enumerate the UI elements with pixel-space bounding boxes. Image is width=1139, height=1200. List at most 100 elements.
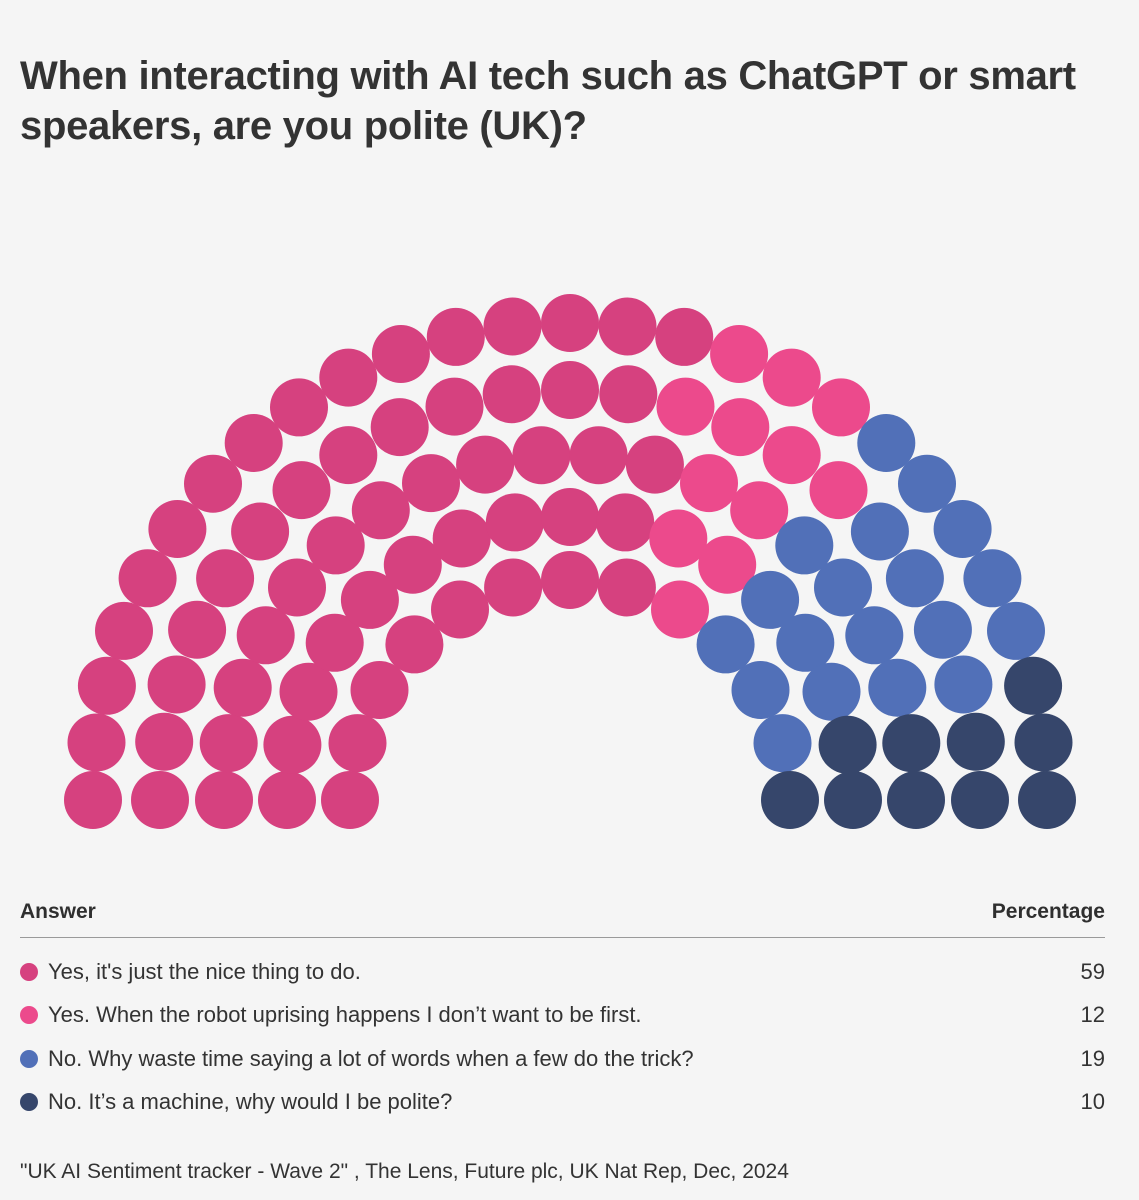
seat-dot [818, 715, 877, 774]
seat-dot [809, 461, 868, 520]
seat-dot [933, 500, 992, 558]
legend-value: 12 [1080, 1002, 1105, 1028]
parliament-chart [64, 294, 1076, 829]
seat-dot [845, 606, 904, 665]
seat-dot [456, 435, 515, 494]
legend-item: Yes. When the robot uprising happens I d… [20, 994, 1105, 1038]
seat-dot [213, 658, 272, 717]
seat-dot [351, 481, 410, 540]
legend-value: 10 [1080, 1089, 1105, 1115]
seat-dot [319, 426, 378, 485]
seat-dot [319, 348, 378, 407]
seat-dot [168, 600, 227, 659]
legend-swatch [20, 962, 38, 981]
legend-item: No. It’s a machine, why would I be polit… [20, 1081, 1105, 1125]
seat-dot [385, 615, 444, 674]
seat-dot [370, 398, 429, 457]
seat-dot [711, 398, 770, 457]
seat-dot [258, 771, 316, 829]
seat-dot [484, 558, 543, 617]
seat-dot [761, 771, 819, 829]
seat-dot [762, 426, 821, 485]
seat-dot [951, 771, 1009, 829]
legend-header: Answer Percentage [20, 900, 1105, 924]
legend-item: Yes, it's just the nice thing to do. 59 [20, 950, 1105, 994]
seat-dot [850, 502, 909, 561]
seat-dot [196, 549, 255, 608]
seat-dot [598, 297, 657, 356]
seat-dot [371, 325, 430, 383]
legend-label: Yes. When the robot uprising happens I d… [48, 1002, 642, 1028]
seat-dot [651, 580, 709, 639]
seat-dot [775, 516, 834, 575]
seat-dot [268, 558, 326, 617]
seat-dot [328, 714, 387, 773]
legend-label: Yes, it's just the nice thing to do. [48, 958, 361, 984]
percentage-column-header: Percentage [991, 900, 1105, 923]
seat-dot [599, 365, 658, 424]
seat-dot [482, 365, 541, 424]
seat-dot [512, 426, 571, 485]
seat-dot [305, 613, 364, 672]
seat-dot [857, 414, 916, 472]
seat-dot [541, 361, 599, 419]
answer-column-header: Answer [20, 900, 96, 923]
seat-dot [135, 712, 194, 771]
legend-list: Yes, it's just the nice thing to do. 59 … [20, 950, 1105, 1124]
seat-dot [731, 661, 790, 719]
seat-dot [597, 558, 656, 617]
seat-dot [753, 714, 812, 773]
seat-dot [934, 655, 993, 714]
seat-dot [350, 661, 409, 719]
seat-dot [306, 516, 365, 575]
seat-dot [824, 771, 882, 829]
legend-swatch [20, 1049, 38, 1068]
legend-value: 59 [1080, 958, 1105, 984]
seat-dot [184, 454, 242, 513]
legend-swatch [20, 1006, 38, 1025]
seat-dot [741, 570, 800, 629]
seat-dot [431, 580, 489, 639]
seat-dot [426, 307, 485, 366]
seat-dot [680, 454, 738, 513]
seat-dot [67, 713, 126, 772]
seat-dot [95, 601, 153, 660]
seat-dot [887, 771, 945, 829]
seat-dot [898, 454, 956, 513]
seat-dot [340, 570, 399, 629]
seat-dot [541, 551, 599, 609]
seat-dot [272, 461, 331, 520]
seat-dot [1004, 656, 1063, 715]
seat-dot [814, 558, 872, 617]
seat-dot [569, 426, 628, 485]
seat-dot [64, 771, 122, 829]
seat-dot [946, 712, 1005, 771]
seat-dot [1014, 713, 1073, 772]
seat-dot [425, 377, 484, 436]
seat-dot [270, 378, 328, 437]
seat-dot [812, 378, 870, 437]
legend-label: No. Why waste time saying a lot of words… [48, 1045, 694, 1071]
seat-dot [77, 656, 136, 715]
seat-dot [625, 435, 684, 494]
seat-dot [236, 606, 295, 665]
seat-dot [432, 509, 491, 568]
seat-dot [1018, 771, 1076, 829]
seat-dot [913, 600, 972, 659]
seat-dot [596, 493, 655, 552]
seat-dot [963, 549, 1022, 608]
legend-label: No. It’s a machine, why would I be polit… [48, 1089, 453, 1115]
legend-divider [20, 937, 1105, 938]
seat-dot [263, 715, 322, 774]
chart-title: When interacting with AI tech such as Ch… [20, 54, 1076, 148]
seat-dot [655, 307, 714, 366]
seat-dot [224, 414, 283, 472]
seat-dot [483, 297, 542, 356]
seat-dot [485, 493, 544, 552]
seat-dot [541, 294, 599, 352]
seat-dot [402, 454, 460, 513]
seat-dot [649, 509, 708, 568]
seat-dot [541, 488, 599, 546]
seat-dot [885, 549, 944, 608]
seat-dot [987, 601, 1045, 660]
